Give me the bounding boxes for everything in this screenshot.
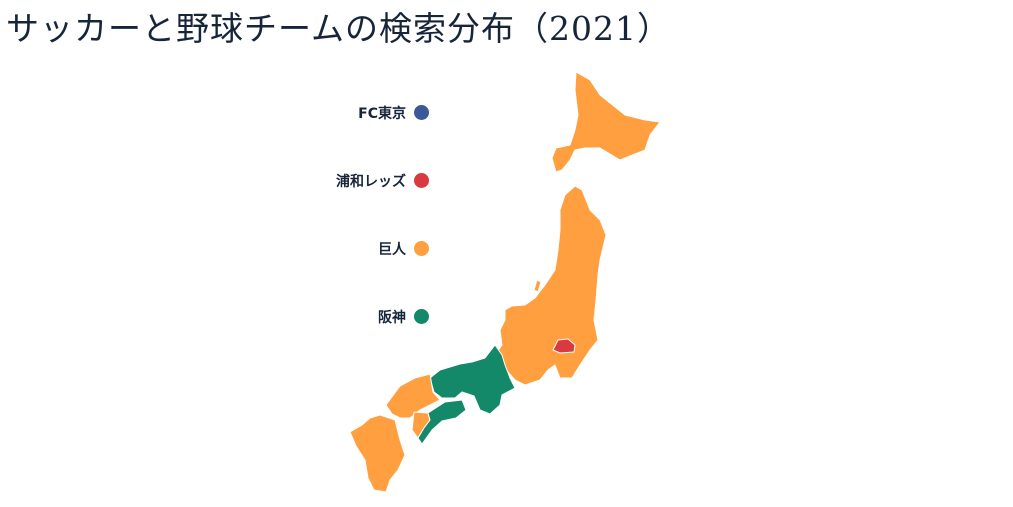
legend-label: 浦和レッズ	[336, 173, 406, 190]
region-hokkaido[interactable]	[551, 71, 661, 173]
legend-item-fc-tokyo[interactable]: FC東京	[336, 100, 429, 125]
legend: FC東京 浦和レッズ 巨人 阪神	[336, 100, 429, 372]
legend-dot-icon	[414, 173, 429, 188]
legend-item-hanshin[interactable]: 阪神	[336, 304, 429, 329]
legend-label: 阪神	[378, 309, 406, 326]
page-title: サッカーと野球チームの検索分布（2021）	[6, 9, 671, 48]
region-shikoku-east[interactable]	[417, 399, 467, 445]
region-kansai[interactable]	[429, 344, 516, 415]
region-honshu-east[interactable]	[494, 185, 607, 386]
region-chugoku[interactable]	[385, 373, 441, 419]
legend-dot-icon	[414, 241, 429, 256]
legend-dot-icon	[414, 309, 429, 324]
legend-label: 巨人	[378, 241, 406, 258]
legend-dot-icon	[414, 105, 429, 120]
region-saitama[interactable]	[552, 338, 576, 354]
legend-item-giants[interactable]: 巨人	[336, 236, 429, 261]
legend-label: FC東京	[358, 105, 406, 122]
region-sado[interactable]	[533, 279, 542, 293]
legend-item-urawa-reds[interactable]: 浦和レッズ	[336, 168, 429, 193]
region-kyushu[interactable]	[349, 414, 406, 493]
